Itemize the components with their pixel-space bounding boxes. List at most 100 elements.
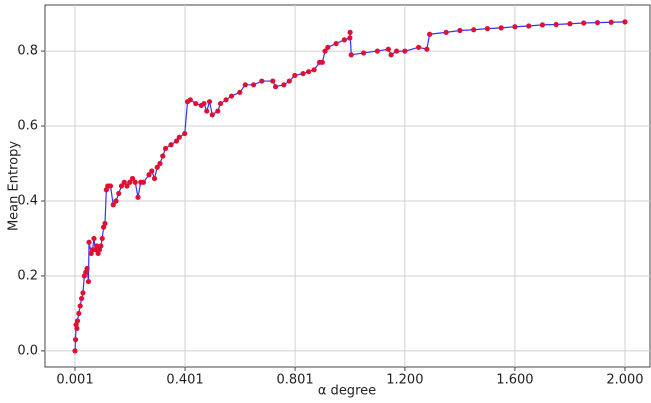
- marker: [160, 153, 166, 159]
- marker: [162, 145, 169, 152]
- marker: [193, 100, 199, 107]
- marker: [228, 93, 235, 99]
- marker: [292, 72, 298, 79]
- marker: [512, 24, 518, 30]
- marker: [424, 46, 430, 52]
- marker: [140, 179, 147, 185]
- marker: [217, 100, 224, 107]
- y-tick-label: 0.4: [17, 193, 38, 208]
- marker: [498, 25, 504, 31]
- marker: [333, 40, 339, 47]
- marker: [84, 265, 90, 272]
- marker: [154, 164, 160, 170]
- marker: [347, 29, 353, 35]
- marker: [300, 70, 306, 77]
- marker: [182, 130, 188, 137]
- marker: [72, 348, 78, 354]
- x-tick-label: 0.401: [166, 373, 203, 388]
- marker: [102, 220, 108, 227]
- marker: [281, 82, 287, 88]
- marker: [322, 48, 328, 54]
- marker: [146, 172, 152, 178]
- marker: [204, 108, 210, 114]
- marker: [311, 67, 317, 73]
- plot-area: [44, 4, 651, 368]
- marker: [539, 22, 546, 28]
- marker: [99, 235, 105, 242]
- x-tick-label: 1.600: [496, 373, 533, 388]
- marker: [385, 46, 391, 52]
- marker: [176, 134, 182, 140]
- marker: [201, 100, 207, 107]
- marker: [237, 89, 243, 95]
- marker: [348, 52, 354, 58]
- x-tick-label: 0.801: [276, 373, 313, 388]
- marker: [168, 142, 174, 148]
- marker: [124, 183, 130, 189]
- marker: [394, 48, 400, 54]
- marker: [76, 310, 82, 317]
- marker: [242, 82, 248, 88]
- marker: [360, 50, 367, 56]
- marker: [151, 175, 158, 182]
- marker: [121, 179, 127, 185]
- marker: [567, 21, 573, 27]
- marker: [250, 82, 257, 88]
- marker: [526, 23, 532, 29]
- x-tick-label: 2.000: [606, 373, 643, 388]
- marker: [484, 26, 491, 32]
- marker: [107, 183, 114, 189]
- marker: [608, 19, 614, 25]
- marker: [305, 69, 312, 75]
- marker: [388, 52, 394, 58]
- x-tick-label: 1.200: [386, 373, 423, 388]
- marker: [286, 78, 292, 84]
- marker: [223, 97, 229, 103]
- marker: [319, 59, 325, 65]
- marker: [215, 108, 221, 114]
- marker: [74, 325, 80, 332]
- marker: [402, 48, 408, 54]
- marker: [113, 198, 119, 204]
- marker: [149, 168, 155, 174]
- marker: [341, 37, 347, 43]
- marker: [457, 27, 463, 34]
- marker: [272, 84, 279, 90]
- marker: [129, 175, 136, 182]
- marker: [80, 290, 86, 296]
- marker: [209, 112, 215, 118]
- marker: [270, 78, 276, 84]
- marker: [132, 179, 138, 185]
- marker: [127, 179, 133, 185]
- y-axis-label: Mean Entropy: [7, 141, 22, 231]
- marker: [74, 318, 81, 324]
- marker: [98, 243, 104, 249]
- marker: [110, 202, 116, 208]
- marker: [116, 190, 122, 197]
- marker: [427, 31, 433, 37]
- marker: [72, 337, 79, 343]
- marker: [471, 27, 477, 33]
- marker: [206, 99, 213, 105]
- marker: [77, 303, 83, 309]
- marker: [581, 20, 587, 26]
- marker: [187, 97, 193, 103]
- marker: [86, 239, 92, 245]
- marker: [173, 138, 180, 144]
- x-tick-label: 0.001: [56, 373, 93, 388]
- marker: [347, 35, 353, 41]
- marker: [85, 278, 92, 285]
- marker: [553, 21, 559, 28]
- marker: [78, 295, 85, 302]
- y-tick-label: 0.2: [17, 268, 38, 283]
- y-tick-label: 0.0: [17, 343, 38, 358]
- y-tick-label: 0.8: [17, 44, 38, 59]
- marker: [157, 160, 163, 167]
- marker: [416, 44, 422, 50]
- marker: [325, 44, 331, 50]
- marker: [118, 183, 125, 189]
- marker: [94, 243, 100, 249]
- marker: [443, 29, 449, 35]
- y-tick-label: 0.6: [17, 119, 38, 134]
